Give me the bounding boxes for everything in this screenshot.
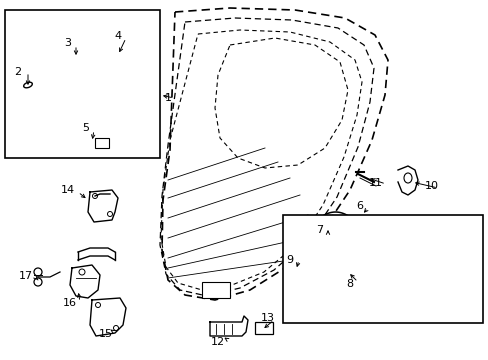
Text: 12: 12	[210, 337, 224, 347]
Ellipse shape	[23, 82, 32, 88]
Bar	[254, 322, 272, 334]
Text: 8: 8	[346, 279, 353, 289]
Text: 4: 4	[114, 31, 122, 41]
Text: 13: 13	[261, 313, 274, 323]
Text: 16: 16	[63, 298, 77, 308]
Text: 6: 6	[356, 201, 363, 211]
Text: 1: 1	[164, 93, 171, 103]
Text: 2: 2	[15, 67, 21, 77]
Text: 11: 11	[368, 178, 382, 188]
Bar	[95, 138, 109, 148]
Bar	[202, 282, 229, 298]
Bar	[5, 10, 160, 158]
Text: 5: 5	[82, 123, 89, 133]
Ellipse shape	[403, 173, 411, 183]
Text: 15: 15	[99, 329, 113, 339]
Text: 3: 3	[64, 38, 71, 48]
Text: 17: 17	[19, 271, 33, 281]
Text: 7: 7	[316, 225, 323, 235]
Text: 14: 14	[61, 185, 75, 195]
Bar	[283, 215, 482, 323]
Text: 9: 9	[286, 255, 293, 265]
Text: 10: 10	[424, 181, 438, 191]
